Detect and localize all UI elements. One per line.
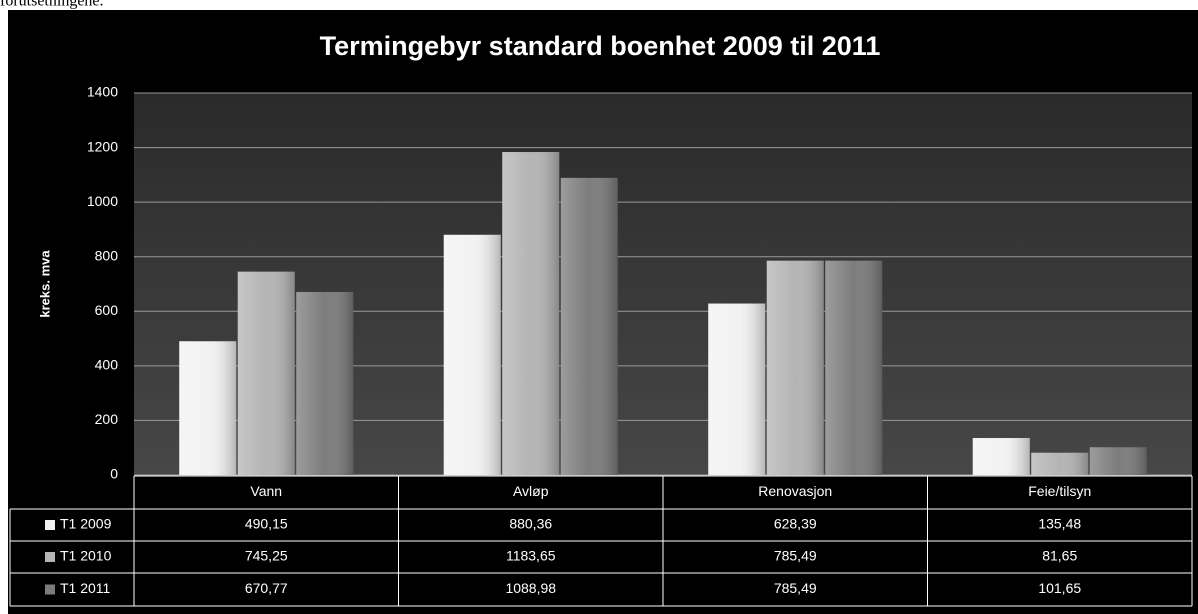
y-tick-label: 1200 (87, 138, 118, 154)
page-text: forutsetningene. (0, 0, 104, 10)
chart-title: Termingebyr standard boenhet 2009 til 20… (320, 31, 881, 61)
legend-swatch (45, 552, 55, 562)
table-value: 135,48 (1038, 516, 1081, 532)
y-tick-label: 600 (95, 302, 119, 318)
x-tick-label: Renovasjon (758, 483, 832, 499)
bar-shine (443, 234, 501, 475)
bar-shine (708, 303, 766, 475)
x-tick-label: Feie/tilsyn (1028, 483, 1091, 499)
bar-shine (1089, 447, 1147, 475)
bar-shine (296, 291, 354, 475)
table-value: 81,65 (1042, 548, 1077, 564)
legend-label: T1 2011 (60, 580, 111, 596)
bar-shine (825, 260, 883, 475)
x-tick-label: Avløp (513, 483, 549, 499)
bar-shine (179, 341, 237, 475)
legend-swatch (45, 520, 55, 530)
y-tick-label: 1400 (87, 84, 118, 100)
x-tick-label: Vann (250, 483, 282, 499)
y-axis-label: kreks. mva (37, 250, 52, 318)
table-value: 880,36 (509, 516, 552, 532)
table-value: 670,77 (245, 580, 288, 596)
bar-shine (502, 152, 560, 475)
table-value: 628,39 (774, 516, 817, 532)
bar-shine (1031, 452, 1089, 475)
y-tick-label: 800 (95, 247, 119, 263)
table-value: 101,65 (1038, 580, 1081, 596)
table-value: 785,49 (774, 548, 817, 564)
legend-swatch (45, 584, 55, 595)
y-tick-label: 1000 (87, 193, 118, 209)
table-value: 490,15 (245, 516, 288, 532)
y-tick-label: 200 (95, 411, 119, 427)
bar-shine (766, 260, 824, 475)
y-tick-label: 0 (110, 466, 118, 482)
bar-shine (237, 271, 295, 475)
bar-shine (972, 438, 1030, 475)
legend-label: T1 2010 (60, 548, 112, 564)
table-value: 745,25 (245, 548, 288, 564)
table-value: 785,49 (774, 580, 817, 596)
bar-shine (560, 177, 618, 476)
y-tick-label: 400 (95, 357, 119, 373)
table-value: 1088,98 (505, 580, 556, 596)
table-value: 1183,65 (506, 548, 556, 564)
legend-label: T1 2009 (60, 516, 112, 532)
